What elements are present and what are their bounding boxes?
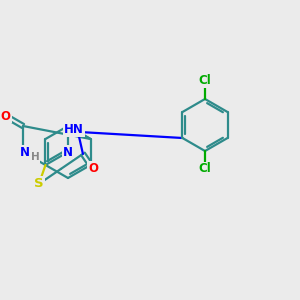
- Text: O: O: [1, 110, 10, 122]
- Text: O: O: [88, 162, 98, 175]
- Text: S: S: [34, 177, 44, 190]
- Text: Cl: Cl: [199, 163, 212, 176]
- Text: N: N: [63, 146, 73, 158]
- Text: H: H: [31, 152, 39, 162]
- Text: N: N: [20, 146, 30, 158]
- Text: HN: HN: [64, 123, 84, 136]
- Text: Cl: Cl: [199, 74, 212, 88]
